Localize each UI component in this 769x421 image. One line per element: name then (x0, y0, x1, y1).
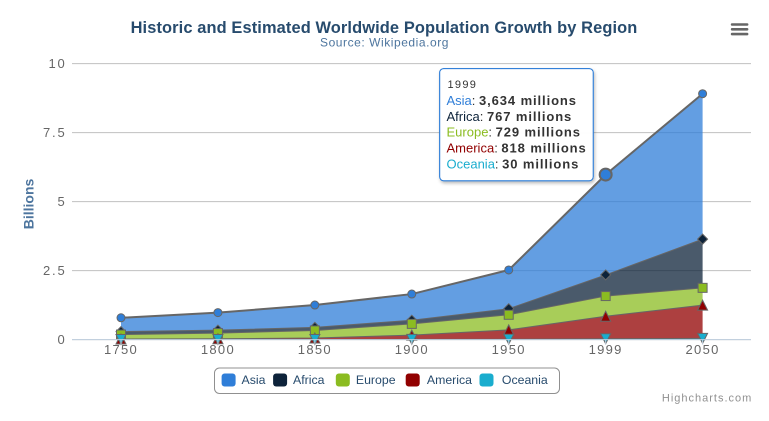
svg-text:1999: 1999 (448, 79, 478, 91)
svg-text:0: 0 (57, 332, 66, 347)
svg-text:1850: 1850 (298, 342, 332, 357)
svg-text:5: 5 (57, 194, 66, 209)
svg-text:Historic and Estimated Worldwi: Historic and Estimated Worldwide Populat… (131, 19, 638, 37)
svg-text:Europe: 729 millions: Europe: 729 millions (447, 125, 581, 140)
svg-text:Oceania: Oceania (502, 373, 548, 387)
svg-text:1950: 1950 (492, 342, 526, 357)
svg-text:1900: 1900 (395, 342, 429, 357)
svg-text:Africa: 767 millions: Africa: 767 millions (447, 109, 573, 124)
svg-text:2.5: 2.5 (43, 263, 66, 278)
svg-text:Highcharts.com: Highcharts.com (662, 393, 752, 405)
svg-text:Africa: Africa (293, 373, 325, 387)
svg-text:1999: 1999 (589, 342, 623, 357)
svg-text:1750: 1750 (104, 342, 138, 357)
svg-text:America: America (427, 373, 472, 387)
svg-text:Source: Wikipedia.org: Source: Wikipedia.org (320, 35, 449, 49)
svg-text:America: 818 millions: America: 818 millions (447, 141, 587, 156)
svg-text:Asia: 3,634 millions: Asia: 3,634 millions (447, 93, 577, 108)
svg-text:Europe: Europe (356, 373, 396, 387)
svg-text:Billions: Billions (21, 179, 37, 230)
svg-text:Oceania: 30 millions: Oceania: 30 millions (447, 156, 580, 171)
svg-text:1800: 1800 (201, 342, 235, 357)
svg-text:Asia: Asia (242, 373, 266, 387)
svg-text:10: 10 (48, 56, 66, 71)
svg-text:7.5: 7.5 (43, 125, 66, 140)
svg-text:2050: 2050 (686, 342, 720, 357)
